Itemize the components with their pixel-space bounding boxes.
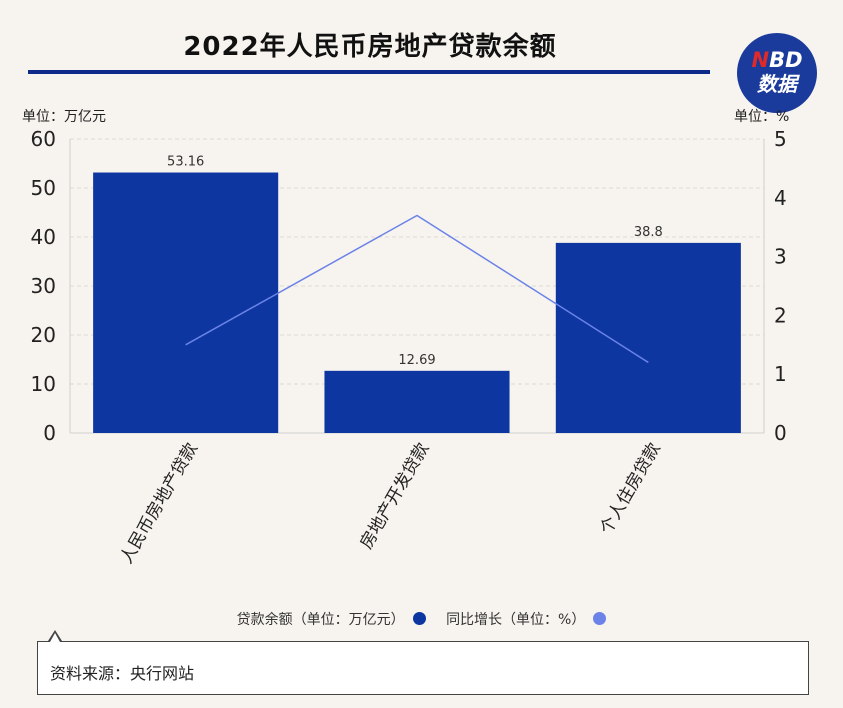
title-underline <box>28 70 710 74</box>
bar-data-label: 38.8 <box>634 225 663 240</box>
right-tick-label: 4 <box>774 186 787 210</box>
left-tick-label: 60 <box>31 127 56 151</box>
left-tick-label: 40 <box>31 225 56 249</box>
right-tick-label: 5 <box>774 127 787 151</box>
bar-data-label: 12.69 <box>398 353 435 368</box>
bar <box>93 172 279 434</box>
right-tick-label: 2 <box>774 303 787 327</box>
right-tick-label: 1 <box>774 362 787 386</box>
legend-label-bar: 贷款余额（单位：万亿元） <box>236 612 405 628</box>
legend-dot-line <box>593 612 607 625</box>
left-tick-label: 0 <box>43 421 56 445</box>
left-axis-unit: 单位：万亿元 <box>22 109 106 125</box>
left-tick-label: 50 <box>31 176 56 200</box>
right-tick-label: 0 <box>774 421 787 445</box>
legend-dot-bar <box>412 612 426 625</box>
logo-text-data: 数据 <box>757 72 797 96</box>
source-box: 资料来源：央行网站 <box>37 641 809 695</box>
x-category-label: 房地产开发贷款 <box>357 440 434 553</box>
logo-text-n: N <box>751 48 770 72</box>
left-tick-label: 20 <box>31 323 56 347</box>
left-tick-label: 10 <box>31 372 56 396</box>
x-category-label: 人民币房地产贷款 <box>117 440 202 568</box>
source-text: 资料来源：央行网站 <box>50 664 195 683</box>
legend-item-bar[interactable]: 贷款余额（单位：万亿元） <box>237 609 426 629</box>
legend-item-line[interactable]: 同比增长（单位：%） <box>446 609 607 629</box>
legend-label-line: 同比增长（单位：%） <box>446 612 586 628</box>
right-axis-unit: 单位：% <box>734 109 790 125</box>
bar <box>324 370 510 433</box>
x-category-label: 个人住房贷款 <box>596 440 664 538</box>
bar-data-label: 53.16 <box>167 155 204 170</box>
bar <box>555 242 741 433</box>
chart-legend: 贷款余额（单位：万亿元） 同比增长（单位：%） <box>0 609 843 629</box>
logo-text-bd: BD <box>769 48 803 72</box>
left-tick-label: 30 <box>31 274 56 298</box>
right-tick-label: 3 <box>774 245 787 269</box>
nbd-logo: NBD 数据 <box>737 33 817 113</box>
chart-title: 2022年人民币房地产贷款余额 <box>183 32 557 62</box>
